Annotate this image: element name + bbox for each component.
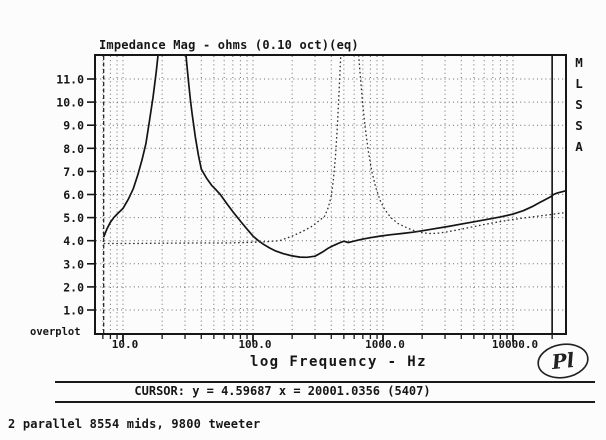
hand-drawn-logo: Pl — [537, 343, 589, 379]
x-axis-title: log Frequency - Hz — [250, 354, 427, 370]
y-tick-label: 9.0 — [63, 119, 84, 133]
annotation-caption: 2 parallel 8554 mids, 9800 tweeter — [8, 417, 261, 431]
y-tick-label: 2.0 — [63, 280, 84, 294]
x-axis-labels: 10.0 100.0 1000.0 10000.0 — [112, 338, 538, 351]
logo-initials: Pl — [549, 348, 575, 374]
cursor-readout: CURSOR: y = 4.59687 x = 20001.0356 (5407… — [134, 384, 431, 398]
y-tick-label: 7.0 — [63, 165, 84, 179]
y-tick-label: 10.0 — [56, 96, 84, 110]
mlssa-letter: L — [575, 76, 583, 91]
x-ticks — [102, 335, 553, 342]
mlssa-letter: S — [575, 118, 583, 133]
x-tick-label: 10.0 — [112, 338, 139, 351]
grid-horizontal — [87, 78, 565, 311]
tweeter-impedance-curve — [103, 56, 565, 245]
mlssa-letter: A — [575, 139, 583, 154]
cursor-bar-bottom-rule — [55, 401, 595, 403]
y-tick-label: 11.0 — [56, 73, 84, 87]
mlssa-letter: S — [575, 97, 583, 112]
y-tick-label: 8.0 — [63, 142, 84, 156]
plot-title: Impedance Mag - ohms (0.10 oct)(eq) — [99, 38, 359, 52]
y-tick-label: 1.0 — [63, 304, 84, 318]
y-tick-label: 5.0 — [63, 211, 84, 225]
y-tick-label: 4.0 — [63, 234, 84, 248]
y-tick-label: 6.0 — [63, 188, 84, 202]
mids-impedance-curve — [102, 56, 565, 259]
y-axis-labels: 1.0 2.0 3.0 4.0 5.0 6.0 7.0 8.0 9.0 10.0 11.0 — [56, 73, 84, 318]
plot-border — [94, 54, 567, 335]
y-tick-label: 3.0 — [63, 257, 84, 271]
x-tick-label: 100.0 — [238, 338, 271, 351]
x-tick-label: 10000.0 — [492, 338, 538, 351]
overplot-label: overplot — [30, 326, 81, 338]
logo-circle — [537, 343, 589, 379]
cursor-bar-top-rule — [55, 381, 595, 383]
x-tick-label: 1000.0 — [365, 338, 405, 351]
mlssa-letter: M — [575, 55, 583, 70]
